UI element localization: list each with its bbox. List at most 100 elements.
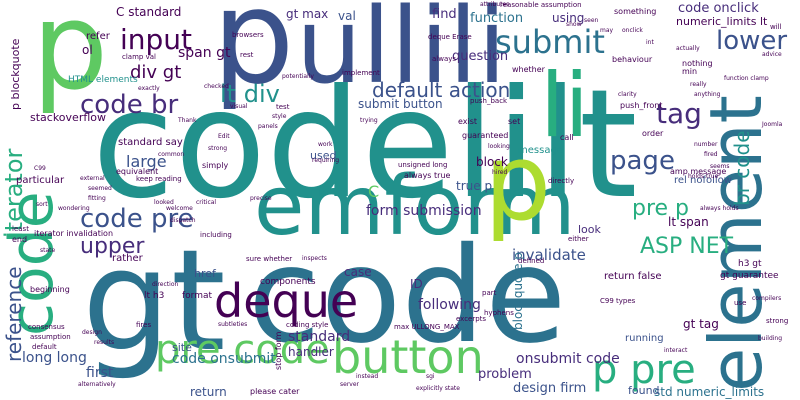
- word-welcome: welcome: [166, 205, 193, 212]
- word-submit: submit: [495, 23, 605, 61]
- word-invalidate: invalidate: [512, 246, 586, 264]
- word-code-pre: code pre: [80, 204, 194, 234]
- word-page: page: [610, 146, 675, 176]
- word-instead: instead: [356, 373, 379, 380]
- word-href: href: [194, 267, 216, 280]
- word-iterator-invalidation: iterator invalidation: [34, 229, 114, 238]
- word-dispatch: dispatch: [170, 217, 196, 224]
- word-tag: tag: [656, 97, 702, 130]
- word-val: val: [338, 9, 356, 23]
- word-p-left: p: [32, 0, 109, 117]
- word-results: results: [94, 339, 115, 346]
- word-guaranteed: guaranteed: [462, 131, 509, 140]
- word-either: either: [568, 235, 589, 243]
- word-seemed: seemed: [88, 185, 112, 192]
- word-number: number: [694, 141, 718, 148]
- word-li: li: [540, 54, 589, 157]
- word-direction: direction: [152, 281, 179, 288]
- word-pre-p: pre p: [632, 196, 690, 221]
- word-including: including: [200, 231, 232, 239]
- word-please-cater: please cater: [250, 387, 300, 396]
- word-problem: problem: [478, 367, 532, 382]
- word-advice: advice: [762, 51, 782, 58]
- word-lt-div: lt div: [220, 80, 280, 108]
- word-excerpts: excerpts: [456, 315, 487, 323]
- word-browsers: browsers: [232, 31, 264, 39]
- word-compilers: compilers: [752, 295, 782, 302]
- word-keep-reading: keep reading: [136, 175, 182, 183]
- word-p-top: p: [212, 0, 295, 113]
- word-explicitly-state: explicitly state: [416, 385, 460, 392]
- word-sort: sort: [36, 201, 48, 208]
- word-sgi: sgi: [426, 373, 435, 380]
- word-gt-tag: gt tag: [683, 317, 719, 331]
- word-strong-b: strong: [766, 317, 789, 325]
- word-coding-style: coding style: [286, 321, 329, 329]
- word-design-firm: design firm: [513, 381, 587, 396]
- word-c99: C99: [34, 165, 46, 172]
- word-may: may: [600, 27, 614, 34]
- word-precise: precise: [250, 195, 272, 202]
- word-onclick: onclick: [622, 27, 643, 34]
- word-thank: Thank: [178, 117, 197, 124]
- word-large: large: [126, 152, 167, 171]
- word-code-onclick: code onclick: [678, 1, 759, 16]
- word-pre-code: pre code: [155, 327, 330, 373]
- word-call: call: [560, 133, 574, 142]
- word-push-back: push_back: [470, 97, 508, 105]
- word-true-p: true p: [456, 179, 493, 193]
- word-consensus: consensus: [28, 323, 65, 331]
- word-use: use: [734, 299, 747, 307]
- word-part: part: [482, 289, 497, 297]
- word-max-ullong-max: max ULLONG_MAX: [394, 323, 460, 331]
- word-checked: checked: [204, 83, 229, 90]
- word-attributes: attributes: [480, 1, 510, 8]
- word-nothing: nothing: [682, 59, 713, 68]
- word-codelilt: codelilt: [92, 58, 638, 232]
- word-onsubmit-code: onsubmit code: [516, 351, 620, 367]
- word-return-false: return false: [604, 271, 662, 282]
- word-beginning: beginning: [30, 285, 70, 294]
- word-style: style: [272, 113, 287, 120]
- word-common: common: [158, 151, 185, 158]
- word-actually: actually: [676, 45, 700, 52]
- word-design: design: [82, 329, 102, 336]
- word-first: first: [86, 365, 114, 381]
- word-format: format: [182, 291, 213, 301]
- word-exist: exist: [458, 117, 478, 126]
- word-gt-guarantee: gt guarantee: [720, 271, 779, 281]
- word-simply: simply: [202, 161, 229, 170]
- word-fitting: fitting: [88, 195, 106, 202]
- word-requiring: requiring: [312, 157, 340, 164]
- word-always-true: always true: [404, 171, 451, 180]
- word-always: always: [432, 55, 457, 63]
- word-lt-h3: lt h3: [144, 291, 165, 301]
- word-c-standard: C standard: [116, 5, 182, 19]
- word-components: components: [260, 277, 316, 287]
- word-reference: reference: [2, 266, 26, 363]
- word-c99-types: C99 types: [600, 297, 636, 305]
- word-directly: directly: [548, 177, 575, 185]
- word-potentially: potentially: [282, 73, 314, 80]
- word-whether: whether: [512, 65, 545, 74]
- word-find: find: [432, 7, 457, 22]
- word-set: set: [508, 117, 521, 126]
- word-gt: gt: [82, 220, 226, 383]
- word-really: really: [690, 81, 707, 88]
- word-joomla: Joomla: [762, 121, 783, 128]
- word-rel-nofollow: rel nofollow: [674, 175, 732, 186]
- word-standard-say: standard say: [118, 137, 183, 148]
- word-sure-whether: sure whether: [246, 255, 293, 263]
- word-order: order: [642, 129, 664, 138]
- word-lower: lower: [716, 26, 788, 56]
- word-std-numeric-limits: std numeric_limits: [654, 385, 765, 399]
- word-function: function: [470, 11, 524, 26]
- word-deque: deque: [214, 274, 359, 328]
- word-span-gt: span gt: [178, 45, 231, 61]
- word-looked: looked: [154, 199, 174, 206]
- word-assumption: assumption: [30, 333, 71, 341]
- word-trying: trying: [360, 117, 378, 124]
- word-long-long: long long: [22, 350, 87, 366]
- word-html-elements: HTML elements: [68, 75, 138, 85]
- word-strong-a: strong: [208, 145, 228, 152]
